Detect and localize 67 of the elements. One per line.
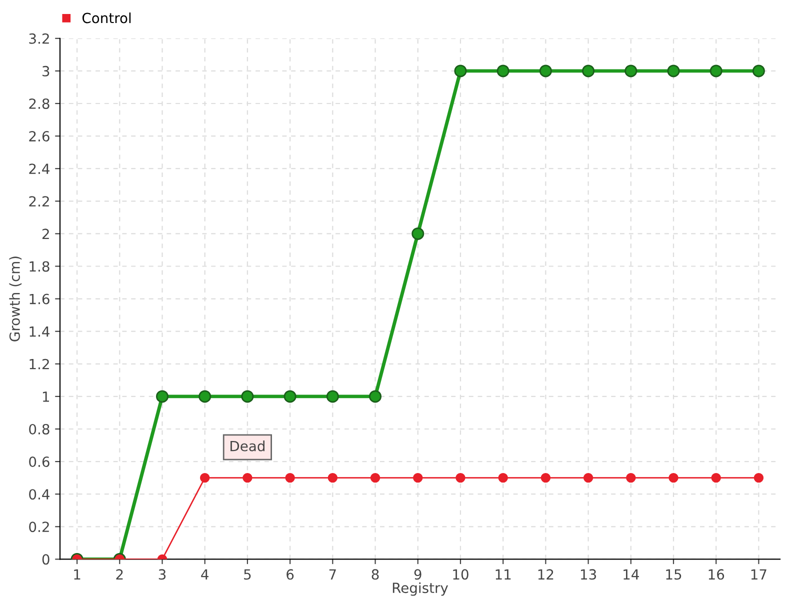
y-tick-label: 1.2 — [30, 358, 49, 370]
y-tick-label: 2.8 — [29, 98, 50, 109]
y-tick-label: 0.2 — [29, 522, 49, 532]
point — [412, 227, 424, 240]
point — [498, 472, 508, 483]
point — [540, 472, 551, 483]
y-tick-label: 2.6 — [29, 131, 50, 142]
point — [326, 390, 339, 403]
legend-label: Control — [82, 12, 131, 24]
point — [496, 64, 510, 78]
annotation: Dead — [230, 440, 264, 452]
y-axis-title: Growth (cm) — [9, 256, 22, 342]
point — [454, 64, 467, 78]
point — [667, 64, 680, 78]
x-tick-label: 16 — [708, 569, 724, 580]
point — [711, 472, 721, 483]
point — [200, 472, 210, 483]
y-tick-label: 2.4 — [29, 164, 50, 174]
x-tick-label: 4 — [201, 569, 208, 580]
point — [285, 472, 295, 483]
point — [198, 390, 212, 403]
y-tick-label: 0.8 — [29, 424, 50, 434]
x-tick-label: 3 — [158, 569, 166, 580]
point — [413, 472, 423, 483]
point — [710, 64, 722, 78]
x-tick-label: 6 — [286, 569, 294, 580]
y-tick-label: 2.2 — [29, 196, 49, 206]
point — [752, 64, 765, 78]
x-tick-label: 11 — [496, 569, 511, 580]
point — [369, 390, 382, 403]
x-tick-label: 9 — [414, 569, 422, 580]
point — [370, 472, 380, 483]
point — [156, 390, 168, 403]
x-tick-label: 13 — [580, 569, 596, 580]
y-tick-label: 2 — [42, 228, 49, 239]
point — [456, 472, 466, 483]
x-tick-label: 17 — [751, 569, 766, 580]
y-tick-label: 1.6 — [30, 294, 50, 304]
point — [582, 64, 595, 78]
y-tick-label: 1 — [42, 392, 49, 402]
x-tick-label: 12 — [538, 569, 554, 580]
x-tick-label: 7 — [329, 569, 336, 580]
point — [583, 472, 594, 483]
x-tick-label: 14 — [624, 569, 639, 580]
point — [328, 472, 338, 483]
x-tick-label: 8 — [372, 569, 379, 580]
point — [668, 472, 678, 483]
y-tick-label: 0.6 — [29, 456, 50, 468]
point — [241, 390, 254, 403]
x-tick-label: 5 — [244, 569, 251, 580]
x-tick-label: 2 — [116, 569, 123, 580]
x-tick-label: 1 — [74, 569, 80, 580]
point — [242, 472, 252, 483]
y-tick-label: 1.4 — [30, 326, 50, 337]
point — [626, 472, 636, 483]
x-tick-label: 10 — [453, 569, 468, 580]
y-tick-label: 3.2 — [29, 33, 49, 44]
y-tick-label: 1.8 — [30, 261, 50, 272]
point — [539, 64, 552, 78]
y-tick-label: 0.4 — [29, 489, 50, 500]
y-tick-label: 0 — [42, 554, 50, 565]
point — [284, 390, 296, 403]
point — [754, 472, 764, 483]
point — [624, 64, 638, 78]
x-tick-label: 15 — [666, 569, 682, 580]
x-axis-title: Registry — [392, 582, 448, 596]
y-tick-label: 3 — [42, 66, 50, 76]
